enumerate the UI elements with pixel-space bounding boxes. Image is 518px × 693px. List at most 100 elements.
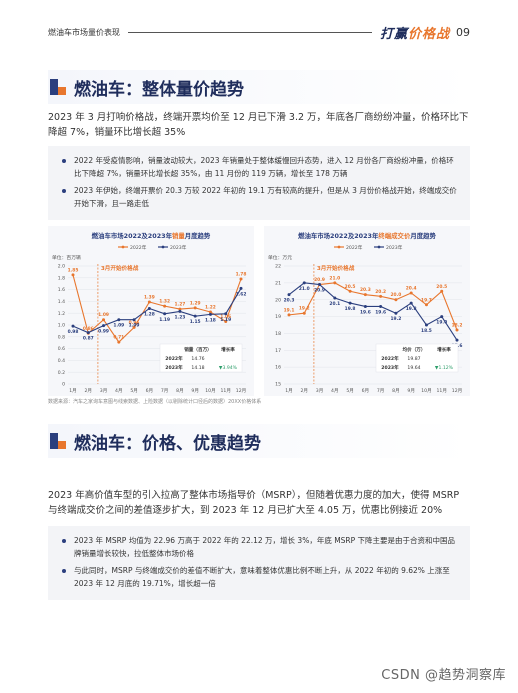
x-tick-label: 2月 (85, 388, 93, 394)
y-tick-label: 16 (275, 365, 281, 371)
data-label: 19.2 (299, 306, 310, 312)
data-label: 1.22 (205, 305, 216, 311)
data-point (287, 293, 291, 297)
data-label: 18.2 (452, 323, 463, 329)
section-title: 燃油车市场量价表现 (48, 27, 120, 37)
page-number: 09 (456, 25, 470, 39)
data-point (409, 291, 413, 295)
y-tick-label: 1.6 (58, 287, 65, 293)
data-label: 1.28 (144, 311, 155, 317)
section1-bullet: 2023 年伊始，终端开票价 20.3 万较 2022 年初的 19.1 万有较… (60, 184, 458, 210)
table-year: 2022年 (165, 355, 183, 362)
x-tick-label: 8月 (392, 388, 400, 394)
data-label: 1.39 (144, 294, 155, 300)
data-point (379, 304, 383, 308)
data-point (117, 318, 121, 322)
data-label: 20.9 (314, 288, 325, 294)
data-label: 1.78 (236, 271, 247, 277)
data-point (224, 312, 228, 316)
data-point (379, 294, 383, 298)
x-tick-label: 10月 (421, 388, 431, 394)
data-point (318, 283, 322, 287)
y-tick-label: 0.8 (58, 334, 65, 340)
data-label: 1.19 (220, 317, 231, 323)
data-label: 19.0 (436, 320, 447, 326)
section2-lead: 2023 年高价值车型的引入拉高了整体市场指导价（MSRP），但随着优惠力度的加… (48, 490, 460, 516)
data-point (102, 318, 106, 322)
data-point (239, 286, 243, 290)
data-point (132, 325, 136, 329)
data-point (239, 277, 243, 281)
y-tick-label: 2.0 (58, 264, 65, 270)
legend-marker (121, 245, 125, 249)
data-point (193, 314, 197, 318)
section2-bullet: 与此同时，MSRP 与终端成交价的差值不断扩大，意味着整体优惠比例不断上升，从 … (60, 564, 458, 590)
table-value: 19.87 (407, 356, 420, 362)
data-label: 1.06 (220, 314, 231, 320)
table-header: 销量（百万） (184, 346, 212, 353)
summary-table (375, 343, 459, 373)
section-square-icon (50, 79, 66, 95)
legend-label: 2022年 (130, 244, 147, 251)
y-tick-label: 17 (275, 348, 281, 354)
data-label: 1.29 (190, 300, 201, 306)
x-tick-label: 11月 (221, 388, 231, 394)
series-line (288, 282, 458, 331)
y-tick-label: 22 (275, 264, 281, 270)
data-point (163, 304, 167, 308)
table-growth: ▼1.12% (435, 365, 454, 371)
data-label: 19.1 (284, 307, 295, 313)
data-point (363, 293, 367, 297)
data-point (424, 323, 428, 327)
data-label: 1.15 (190, 319, 201, 325)
x-tick-label: 12月 (452, 388, 462, 394)
page-header: 燃油车市场量价表现 打赢价格战 09 (48, 22, 470, 42)
brand-logo: 打赢价格战 (379, 26, 450, 42)
data-point (440, 315, 444, 319)
watermark: CSDN @趋势洞察库 (381, 668, 506, 683)
data-point (348, 301, 352, 305)
data-point (102, 324, 106, 328)
y-tick-label: 1.8 (58, 275, 65, 281)
section1-title-band: 燃油车：整体量价趋势 (48, 70, 470, 104)
data-point (117, 340, 121, 344)
data-label: 19.6 (375, 309, 386, 315)
x-tick-label: 1月 (285, 388, 293, 394)
x-tick-label: 11月 (437, 388, 447, 394)
data-point (178, 307, 182, 311)
data-point (86, 331, 90, 335)
x-tick-label: 5月 (130, 388, 138, 394)
data-label: 1.09 (113, 323, 124, 329)
data-point (455, 338, 459, 342)
data-point (224, 319, 228, 323)
data-label: 20.2 (375, 289, 386, 295)
section1-bullet: 2022 年受疫情影响，销量波动较大，2023 年销量处于整体缓慢回升态势，进入… (60, 154, 458, 180)
data-point (348, 289, 352, 293)
x-tick-label: 9月 (407, 388, 415, 394)
data-point (147, 300, 151, 304)
x-tick-label: 6月 (362, 388, 370, 394)
data-point (193, 306, 197, 310)
data-label: 21.0 (329, 275, 340, 281)
section2-title-band: 燃油车：价格、优惠趋势 (48, 424, 470, 458)
table-header: 增长率 (437, 346, 451, 353)
y-tick-label: 0.6 (58, 346, 65, 352)
unit-label: 单位：百万辆 (52, 254, 81, 261)
data-label: 18.5 (421, 328, 432, 334)
x-tick-label: 7月 (377, 388, 385, 394)
data-label: 20.3 (360, 287, 371, 293)
x-tick-label: 12月 (236, 388, 246, 394)
series-line (288, 282, 458, 341)
y-tick-label: 18 (275, 331, 281, 337)
data-label: 1.09 (98, 312, 109, 318)
source-note: 数据来源：汽车之家询车意图与线索数据、上险数据（以剔除统计口径后的数据）20XX… (48, 399, 262, 405)
data-point (132, 318, 136, 322)
table-value: 19.64 (407, 365, 420, 371)
x-tick-label: 2月 (301, 388, 309, 394)
y-tick-label: 20 (275, 297, 281, 303)
section-square-icon (50, 433, 66, 449)
data-point (333, 296, 337, 300)
section1-title: 燃油车：整体量价趋势 (74, 79, 244, 100)
x-tick-label: 5月 (346, 388, 354, 394)
